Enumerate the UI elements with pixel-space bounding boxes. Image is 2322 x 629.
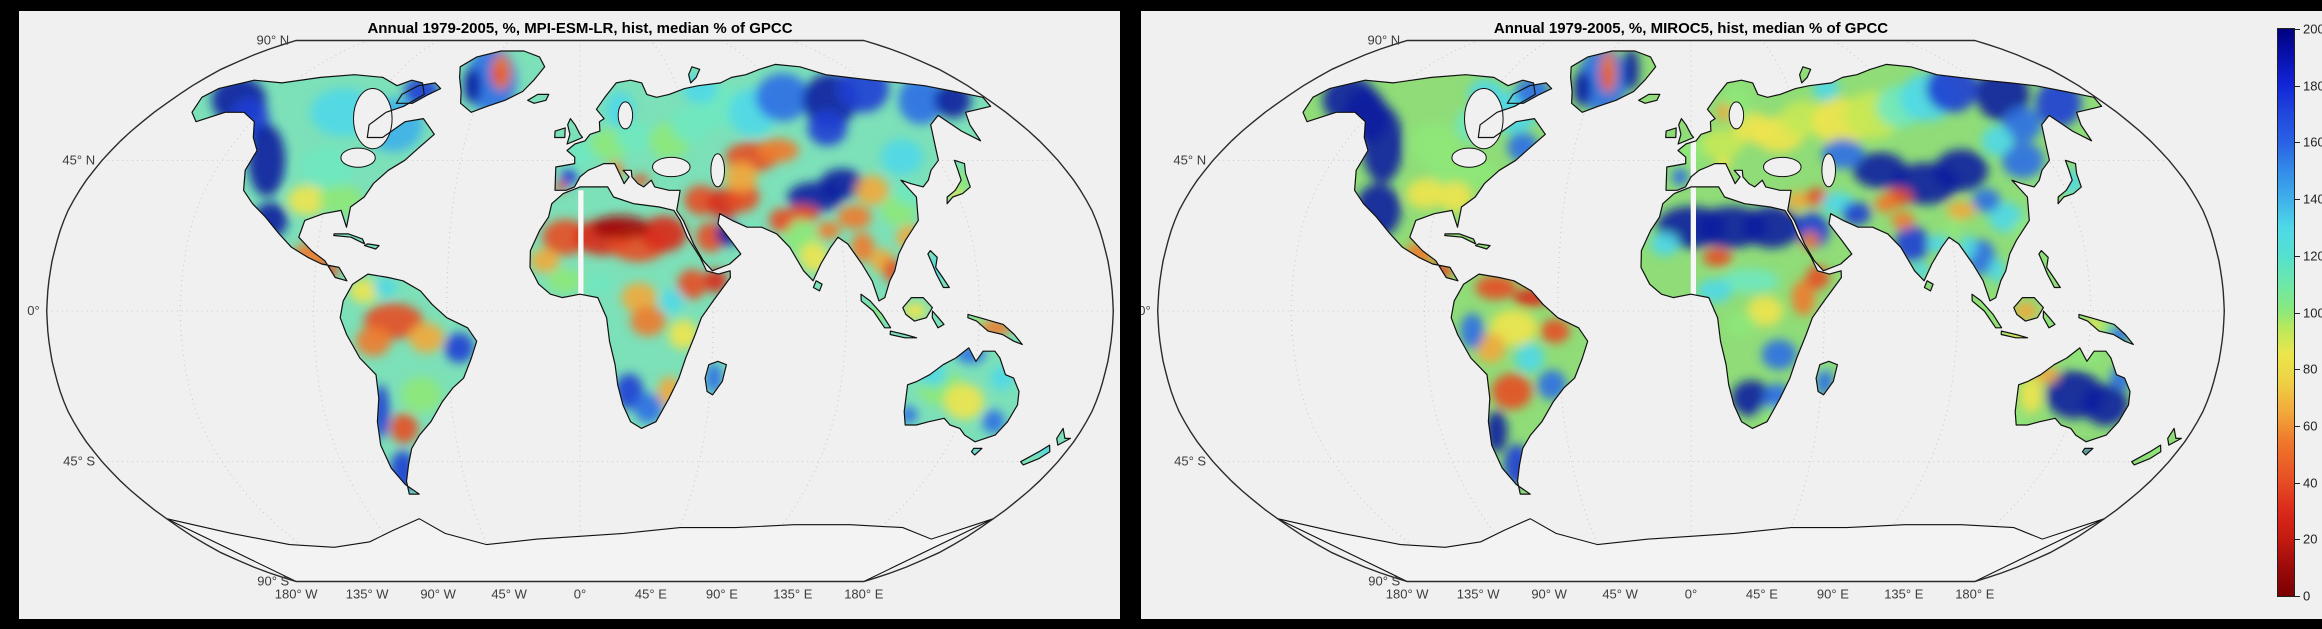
lon-tick-label: 45° E bbox=[1746, 587, 1778, 602]
antarctica-outline bbox=[166, 518, 994, 583]
colorbar-tick-label: 140 bbox=[2303, 191, 2322, 207]
lon-tick-label: 90° E bbox=[1817, 587, 1849, 602]
map-title-mpi-esm-lr: Annual 1979-2005, %, MPI-ESM-LR, hist, m… bbox=[367, 20, 793, 37]
lon-tick-label: 135° E bbox=[773, 587, 813, 602]
colorbar-tick-label: 160 bbox=[2303, 134, 2322, 150]
lat-tick-label: 45° S bbox=[63, 454, 95, 469]
missing-data-stripe bbox=[578, 190, 584, 298]
lakes bbox=[340, 88, 726, 188]
map-boundary bbox=[1156, 39, 2226, 583]
missing-data-stripe bbox=[1690, 137, 1696, 298]
colorbar-tick-mark bbox=[2295, 312, 2300, 314]
colorbar bbox=[2277, 28, 2295, 597]
antarctica-outline bbox=[1277, 518, 2105, 583]
lon-tick-label: 90° W bbox=[420, 587, 456, 602]
lon-tick-label: 45° W bbox=[491, 587, 527, 602]
lat-tick-label: 90° S bbox=[1368, 574, 1400, 589]
colorbar-tick-label: 20 bbox=[2303, 531, 2318, 547]
colorbar-tick-mark bbox=[2295, 29, 2300, 30]
colorbar-tick-mark bbox=[2295, 425, 2300, 427]
lat-tick-label: 45° N bbox=[1173, 152, 1206, 167]
map-boundary bbox=[45, 39, 1115, 583]
lon-tick-label: 90° E bbox=[706, 587, 738, 602]
lat-tick-label: 45° S bbox=[1174, 454, 1206, 469]
lat-tick-label: 0° bbox=[1141, 303, 1151, 318]
lon-tick-label: 45° W bbox=[1602, 587, 1638, 602]
lat-tick-label: 90° S bbox=[257, 574, 289, 589]
lon-tick-label: 135° W bbox=[1457, 587, 1501, 602]
colorbar-tick-mark bbox=[2295, 85, 2300, 87]
colorbar-tick-label: 120 bbox=[2303, 248, 2322, 264]
lat-tick-label: 90° N bbox=[257, 33, 290, 48]
lat-tick-label: 0° bbox=[27, 303, 39, 318]
colorbar-tick-label: 200 bbox=[2303, 21, 2322, 37]
lon-tick-label: 0° bbox=[1685, 587, 1697, 602]
coastlines bbox=[191, 50, 1071, 495]
colorbar-tick-label: 80 bbox=[2303, 361, 2318, 377]
lon-tick-label: 180° W bbox=[275, 587, 319, 602]
lon-tick-label: 180° W bbox=[1386, 587, 1430, 602]
colorbar-tick-mark bbox=[2295, 199, 2300, 201]
lat-tick-labels: 90° N 45° N 0° 45° S 90° S bbox=[1141, 33, 1401, 589]
lat-tick-label: 45° N bbox=[62, 152, 95, 167]
colorbar-tick-mark bbox=[2295, 482, 2300, 484]
map-title-miroc5: Annual 1979-2005, %, MIROC5, hist, media… bbox=[1493, 20, 1889, 37]
colorbar-tick-mark bbox=[2295, 369, 2300, 371]
lon-tick-label: 135° E bbox=[1884, 587, 1924, 602]
map-panel-miroc5: 90° N 45° N 0° 45° S 90° S 180° W 135° W 90° W 4… bbox=[1141, 11, 2322, 619]
lon-tick-label: 0° bbox=[574, 587, 586, 602]
lon-tick-label: 135° W bbox=[346, 587, 390, 602]
map-panel-mpi-esm-lr: 90° N 45° N 0° 45° S 90° S 180° W 135° W 90° W 4… bbox=[19, 11, 1120, 619]
colorbar-tick-label: 100 bbox=[2303, 305, 2322, 320]
coastlines bbox=[1302, 50, 2182, 495]
colorbar-tick-label: 60 bbox=[2303, 418, 2318, 434]
colorbar-tick-label: 0 bbox=[2303, 588, 2311, 604]
colorbar-tick-mark bbox=[2295, 255, 2300, 257]
colorbar-tick-mark bbox=[2295, 539, 2300, 541]
lon-tick-labels: 180° W 135° W 90° W 45° W 0° 45° E 90° E 135° E… bbox=[1386, 587, 1995, 602]
lon-tick-label: 45° E bbox=[635, 587, 667, 602]
colorbar-tick-label: 180 bbox=[2303, 78, 2322, 94]
lon-tick-labels: 180° W 135° W 90° W 45° W 0° 45° E 90° E 135° E… bbox=[275, 587, 884, 602]
colorbar-tick-mark bbox=[2295, 596, 2300, 597]
lat-tick-label: 90° N bbox=[1368, 33, 1401, 48]
color-field bbox=[211, 51, 1056, 493]
lon-tick-label: 180° E bbox=[1955, 587, 1995, 602]
lakes bbox=[1451, 88, 1837, 188]
lat-tick-labels: 90° N 45° N 0° 45° S 90° S bbox=[27, 33, 289, 589]
lon-tick-label: 90° W bbox=[1531, 587, 1567, 602]
lon-tick-label: 180° E bbox=[844, 587, 884, 602]
colorbar-tick-mark bbox=[2295, 142, 2300, 144]
colorbar-tick-label: 40 bbox=[2303, 475, 2318, 491]
